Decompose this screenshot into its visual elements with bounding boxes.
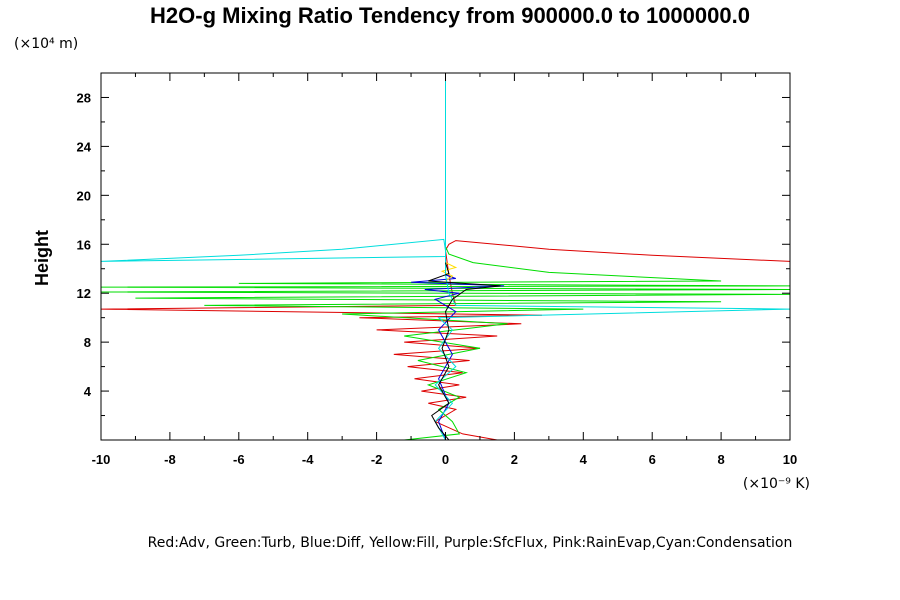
series-group — [101, 73, 790, 440]
x-tick-label: 4 — [580, 452, 588, 467]
x-tick-label: 0 — [442, 452, 449, 467]
chart-title: H2O-g Mixing Ratio Tendency from 900000.… — [150, 3, 750, 28]
series-line-turb — [101, 246, 790, 440]
series-line-fill — [440, 262, 458, 282]
y-tick-label: 4 — [84, 384, 92, 399]
x-tick-label: 8 — [717, 452, 724, 467]
y-tick-label: 28 — [77, 90, 91, 105]
x-tick-label: 10 — [783, 452, 797, 467]
y-axis-unit: (×10⁴ m) — [14, 36, 78, 52]
y-tick-label: 8 — [84, 335, 91, 350]
x-tick-label: 2 — [511, 452, 518, 467]
x-tick-label: -6 — [233, 452, 245, 467]
y-axis-label: Height — [32, 230, 52, 286]
x-axis-unit: (×10⁻⁹ K) — [743, 476, 810, 492]
x-tick-label: -4 — [302, 452, 314, 467]
series-line-total — [428, 262, 501, 440]
legend-text: Red:Adv, Green:Turb, Blue:Diff, Yellow:F… — [148, 535, 793, 551]
y-tick-label: 16 — [77, 237, 91, 252]
x-tick-label: -8 — [164, 452, 176, 467]
x-tick-label: -2 — [371, 452, 383, 467]
series-line-adv — [101, 240, 790, 440]
y-tick-label: 12 — [77, 286, 91, 301]
x-tick-label: -10 — [92, 452, 111, 467]
x-tick-label: 6 — [649, 452, 656, 467]
y-tick-label: 24 — [77, 139, 92, 154]
y-tick-label: 20 — [77, 188, 91, 203]
